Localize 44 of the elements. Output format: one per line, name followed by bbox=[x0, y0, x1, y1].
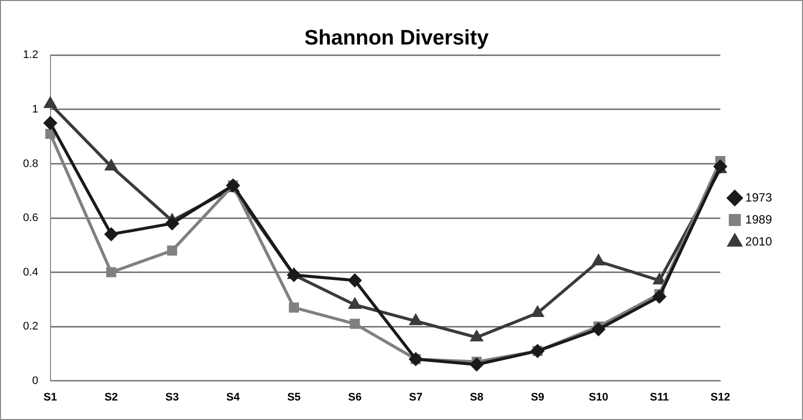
x-tick-label: S8 bbox=[470, 391, 484, 404]
point bbox=[166, 216, 179, 230]
point bbox=[654, 274, 666, 284]
point bbox=[592, 322, 605, 336]
point bbox=[470, 330, 482, 342]
point bbox=[167, 246, 178, 256]
point bbox=[45, 128, 56, 139]
point bbox=[350, 318, 360, 329]
point bbox=[532, 306, 544, 317]
point bbox=[44, 116, 57, 130]
point bbox=[44, 98, 56, 108]
x-tick-label: S2 bbox=[104, 391, 118, 404]
y-tick-label: 0.6 bbox=[22, 212, 38, 224]
x-tick-label: S7 bbox=[409, 391, 422, 404]
point bbox=[288, 302, 299, 313]
point bbox=[410, 314, 422, 326]
chart-title: Shannon Diversity bbox=[304, 26, 489, 50]
x-tick-label: S9 bbox=[530, 391, 544, 404]
y-tick-label: 0.8 bbox=[22, 158, 38, 170]
legend-label: 2010 bbox=[745, 234, 772, 248]
point bbox=[348, 274, 362, 287]
legend-label: 1989 bbox=[745, 212, 772, 226]
legend-label: 1973 bbox=[745, 190, 772, 204]
point bbox=[592, 254, 604, 266]
x-tick-label: S4 bbox=[226, 391, 241, 404]
x-tick-label: S3 bbox=[165, 391, 179, 404]
point bbox=[106, 267, 116, 278]
x-tick-label: S5 bbox=[287, 391, 301, 404]
point bbox=[104, 228, 118, 241]
y-tick-label: 0 bbox=[32, 374, 38, 387]
y-tick-label: 1.2 bbox=[22, 49, 38, 62]
x-tick-label: S6 bbox=[348, 391, 362, 404]
point bbox=[287, 268, 300, 282]
x-tick-label: S1 bbox=[44, 391, 58, 404]
x-tick-label: S11 bbox=[650, 391, 669, 404]
point bbox=[470, 358, 484, 372]
x-tick-label: S10 bbox=[588, 391, 608, 404]
point bbox=[652, 290, 666, 304]
y-tick-label: 1 bbox=[32, 104, 38, 116]
x-tick-label: S12 bbox=[710, 391, 730, 404]
y-tick-label: 0.4 bbox=[22, 266, 38, 278]
y-tick-label: 0.2 bbox=[22, 320, 38, 333]
point bbox=[349, 298, 361, 309]
point bbox=[105, 160, 118, 170]
